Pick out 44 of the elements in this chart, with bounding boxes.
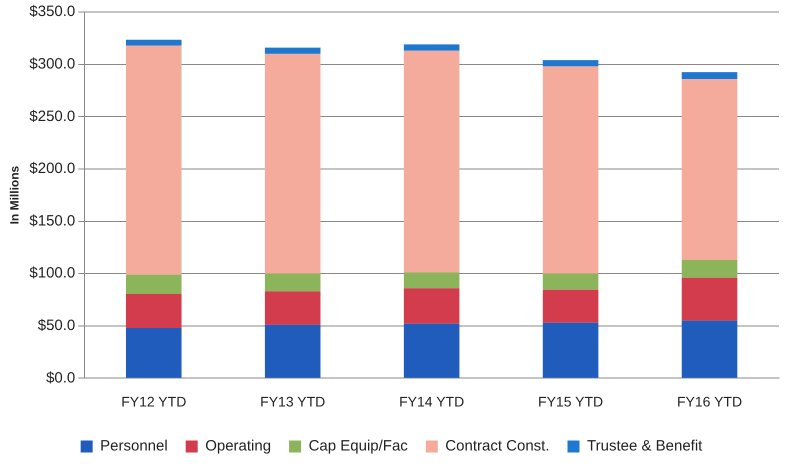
bar	[682, 260, 738, 278]
bar	[404, 44, 460, 51]
bar	[542, 274, 598, 290]
bar	[682, 72, 738, 79]
bar	[682, 78, 738, 260]
legend-label: Cap Equip/Fac	[308, 438, 408, 455]
bar	[682, 320, 738, 378]
legend-label: Personnel	[100, 438, 168, 455]
legend-label: Contract Const.	[445, 438, 550, 455]
bar	[542, 60, 598, 66]
y-tick-label: $50.0	[38, 317, 76, 334]
bar	[264, 274, 320, 292]
bar	[264, 48, 320, 54]
y-axis-title: In Millions	[8, 165, 22, 224]
y-tick-label: $250.0	[29, 108, 76, 125]
bar	[126, 40, 182, 46]
y-tick-label: $300.0	[29, 55, 76, 72]
bar	[126, 45, 182, 275]
bar	[404, 272, 460, 288]
bar	[264, 324, 320, 378]
bar	[542, 290, 598, 323]
legend-label: Trustee & Benefit	[587, 438, 704, 455]
y-tick-label: $0.0	[46, 369, 76, 386]
bar	[404, 288, 460, 324]
bar	[126, 274, 182, 294]
bar	[264, 291, 320, 325]
x-tick-label: FY15 YTD	[538, 393, 604, 410]
y-tick-label: $350.0	[29, 3, 76, 20]
bar	[264, 54, 320, 274]
y-tick-label: $200.0	[29, 160, 76, 178]
bar	[404, 50, 460, 273]
x-tick-label: FY13 YTD	[260, 393, 326, 410]
bar	[126, 294, 182, 328]
x-tick-label: FY12 YTD	[121, 393, 186, 410]
bar	[542, 66, 598, 274]
bar	[542, 322, 598, 378]
bar	[404, 324, 460, 378]
y-tick-label: $150.0	[29, 212, 76, 230]
legend-label: Operating	[205, 438, 272, 455]
x-tick-label: FY14 YTD	[399, 393, 464, 410]
y-tick-label: $100.0	[29, 264, 76, 282]
bar	[682, 278, 738, 321]
bar	[126, 328, 182, 378]
x-tick-label: FY16 YTD	[676, 393, 742, 410]
